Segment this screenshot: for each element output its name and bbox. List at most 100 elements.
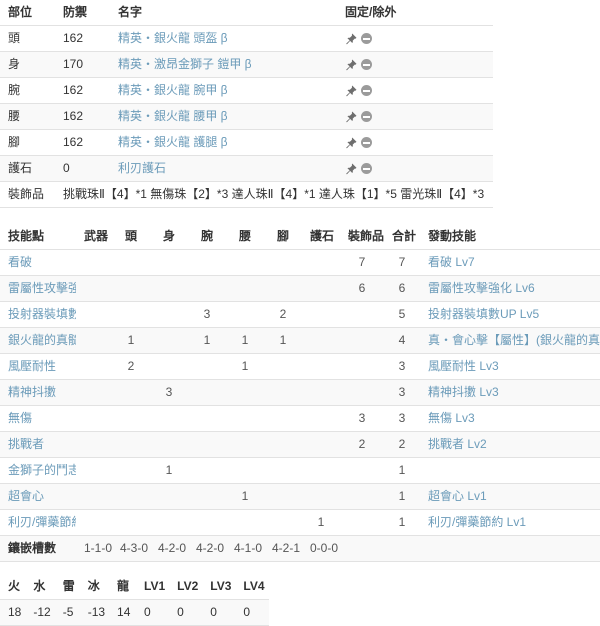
skill-name-link[interactable]: 銀火龍的真髓	[8, 333, 76, 347]
active-skill-link[interactable]: 真・會心擊【屬性】(銀火龍的真髓)	[428, 333, 600, 347]
skill-row: 雷屬性攻擊強化 6 6 雷屬性攻擊強化 Lv6	[0, 275, 600, 302]
equipment-name-link[interactable]: 精英・銀火龍 護腿 β	[118, 135, 228, 149]
skill-row: 投射器裝填數UP 3 2 5 投射器裝填數UP Lv5	[0, 301, 600, 328]
active-skill-link[interactable]: 精神抖擻 Lv3	[428, 385, 499, 399]
skill-arm-points	[188, 483, 226, 510]
skill-name-cell: 精神抖擻	[0, 379, 76, 406]
equipment-part-label: 護石	[0, 155, 55, 182]
skill-chest-points	[150, 327, 188, 354]
active-skill-link[interactable]: 雷屬性攻擊強化 Lv6	[428, 281, 535, 295]
skill-head-points	[112, 275, 150, 302]
active-skill-link[interactable]: 利刃/彈藥節約 Lv1	[428, 515, 527, 529]
pin-icon[interactable]	[345, 33, 357, 45]
skill-name-link[interactable]: 投射器裝填數UP	[8, 307, 76, 321]
skills-table: 技能點 武器 頭 身 腕 腰 腳 護石 裝飾品 合計 發動技能 看破 7 7 看…	[0, 224, 600, 562]
skill-arm-points	[188, 275, 226, 302]
skill-chest-points: 1	[150, 457, 188, 484]
equipment-name-link[interactable]: 精英・激昂金獅子 鎧甲 β	[118, 57, 252, 71]
skill-weapon-points	[76, 431, 112, 458]
skill-name-link[interactable]: 風壓耐性	[8, 359, 57, 373]
skill-name-link[interactable]: 超會心	[8, 489, 45, 503]
active-skill-cell: 精神抖擻 Lv3	[420, 379, 600, 406]
active-skill-link[interactable]: 無傷 Lv3	[428, 411, 475, 425]
minus-circle-icon[interactable]	[361, 59, 372, 70]
equipment-name-link[interactable]: 精英・銀火龍 腕甲 β	[118, 83, 228, 97]
slots-chest-value: 4-2-0	[150, 535, 188, 562]
slots-total-value	[384, 535, 420, 562]
col-header-arm: 腕	[188, 224, 226, 250]
slots-head-value: 4-3-0	[112, 535, 150, 562]
equipment-header-row: 部位 防禦 名字 固定/除外	[0, 0, 493, 26]
slots-weapon-value: 1-1-0	[76, 535, 112, 562]
skill-total-points: 1	[384, 457, 420, 484]
equipment-name-link[interactable]: 精英・銀火龍 頭盔 β	[118, 31, 228, 45]
skill-charm-points	[302, 431, 340, 458]
skills-header-row: 技能點 武器 頭 身 腕 腰 腳 護石 裝飾品 合計 發動技能	[0, 224, 600, 250]
skill-chest-points	[150, 483, 188, 510]
minus-circle-icon[interactable]	[361, 33, 372, 44]
skill-deco-points: 3	[340, 405, 384, 432]
skill-leg-points	[264, 431, 302, 458]
skill-total-points: 5	[384, 301, 420, 328]
col-header-part: 部位	[0, 0, 55, 26]
skill-name-link[interactable]: 雷屬性攻擊強化	[8, 281, 76, 295]
fix-exclude-cell	[337, 51, 493, 78]
pin-icon[interactable]	[345, 85, 357, 97]
skill-name-link[interactable]: 看破	[8, 255, 33, 269]
skill-waist-points: 1	[226, 327, 264, 354]
skill-total-points: 7	[384, 249, 420, 276]
equipment-name-link[interactable]: 利刃護石	[118, 161, 167, 175]
minus-circle-icon[interactable]	[361, 85, 372, 96]
skill-name-cell: 風壓耐性	[0, 353, 76, 380]
pin-icon[interactable]	[345, 137, 357, 149]
skill-chest-points	[150, 353, 188, 380]
active-skill-link[interactable]: 看破 Lv7	[428, 255, 475, 269]
skill-name-link[interactable]: 金獅子的鬥志	[8, 463, 76, 477]
active-skill-link[interactable]: 挑戰者 Lv2	[428, 437, 487, 451]
skill-arm-points	[188, 249, 226, 276]
skill-deco-points	[340, 509, 384, 536]
skill-name-cell: 金獅子的鬥志	[0, 457, 76, 484]
equipment-row: 腰 162 精英・銀火龍 腰甲 β	[0, 103, 493, 130]
active-skill-link[interactable]: 超會心 Lv1	[428, 489, 487, 503]
skill-name-link[interactable]: 無傷	[8, 411, 33, 425]
decorations-list: 挑戰珠Ⅱ【4】*1 無傷珠【2】*3 達人珠Ⅱ【4】*1 達人珠【1】*5 雷光…	[55, 181, 493, 208]
pin-icon[interactable]	[345, 59, 357, 71]
active-skill-cell: 雷屬性攻擊強化 Lv6	[420, 275, 600, 302]
minus-circle-icon[interactable]	[361, 163, 372, 174]
skill-name-cell: 投射器裝填數UP	[0, 301, 76, 328]
equipment-defense-value: 162	[55, 103, 110, 130]
skill-weapon-points	[76, 483, 112, 510]
active-skill-link[interactable]: 投射器裝填數UP Lv5	[428, 307, 540, 321]
pin-icon[interactable]	[345, 111, 357, 123]
resistance-header-row: 火 水 雷 冰 龍 LV1 LV2 LV3 LV4	[0, 574, 269, 600]
skill-arm-points: 3	[188, 301, 226, 328]
equipment-defense-value: 162	[55, 77, 110, 104]
skill-name-link[interactable]: 利刃/彈藥節約	[8, 515, 76, 529]
skill-name-cell: 挑戰者	[0, 431, 76, 458]
skill-name-link[interactable]: 精神抖擻	[8, 385, 57, 399]
skill-name-cell: 無傷	[0, 405, 76, 432]
skill-row: 銀火龍的真髓 1 1 1 1 4 真・會心擊【屬性】(銀火龍的真髓)	[0, 327, 600, 354]
equipment-name-cell: 利刃護石	[110, 155, 337, 182]
fix-exclude-cell	[337, 129, 493, 156]
equipment-name-cell: 精英・銀火龍 腕甲 β	[110, 77, 337, 104]
skill-waist-points	[226, 457, 264, 484]
skill-row: 風壓耐性 2 1 3 風壓耐性 Lv3	[0, 353, 600, 380]
active-skill-link[interactable]: 風壓耐性 Lv3	[428, 359, 499, 373]
resistance-table: 火 水 雷 冰 龍 LV1 LV2 LV3 LV4 18 -12 -5 -13 …	[0, 574, 269, 626]
active-skill-cell: 挑戰者 Lv2	[420, 431, 600, 458]
skill-leg-points	[264, 249, 302, 276]
pin-icon[interactable]	[345, 163, 357, 175]
skill-total-points: 6	[384, 275, 420, 302]
skill-arm-points	[188, 379, 226, 406]
skill-deco-points	[340, 327, 384, 354]
skill-leg-points	[264, 353, 302, 380]
skill-total-points: 3	[384, 353, 420, 380]
skill-charm-points	[302, 405, 340, 432]
minus-circle-icon[interactable]	[361, 111, 372, 122]
minus-circle-icon[interactable]	[361, 137, 372, 148]
skill-name-link[interactable]: 挑戰者	[8, 437, 45, 451]
skill-deco-points	[340, 379, 384, 406]
equipment-name-link[interactable]: 精英・銀火龍 腰甲 β	[118, 109, 228, 123]
